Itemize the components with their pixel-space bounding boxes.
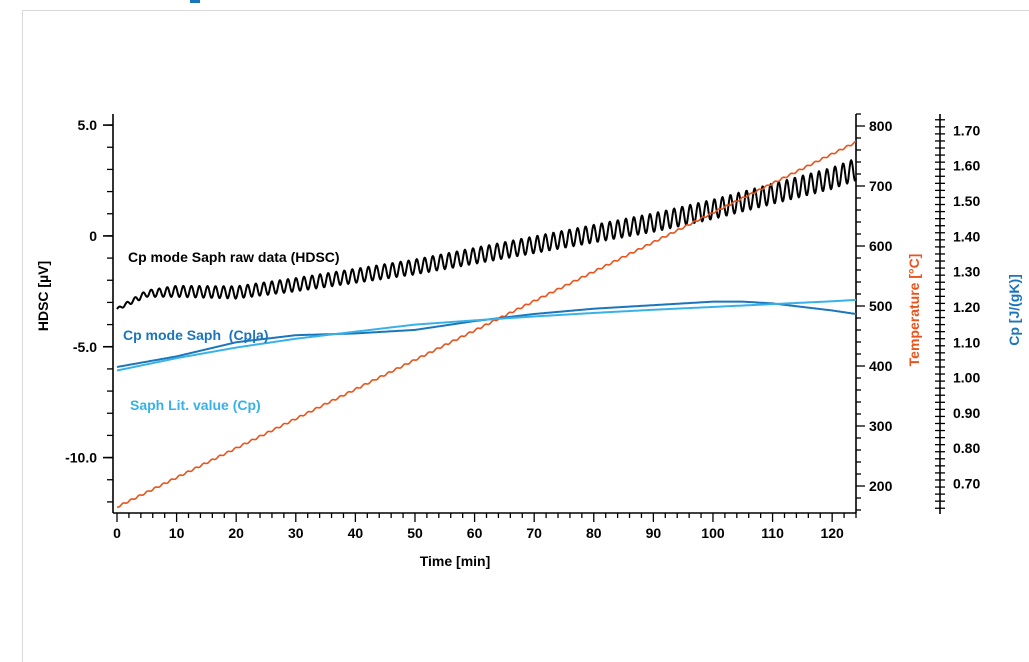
x-axis-tick-label: 10 <box>169 525 185 541</box>
temp-axis-tick-label: 700 <box>869 178 893 194</box>
series-line-1 <box>116 140 857 508</box>
cp-axis-tick-label: 0.90 <box>953 405 980 421</box>
temp-axis-tick-label: 400 <box>869 358 893 374</box>
x-axis-tick-label: 80 <box>586 525 602 541</box>
series-line-3 <box>116 298 857 372</box>
x-axis-title: Time [min] <box>420 553 491 569</box>
x-axis-tick-label: 70 <box>526 525 542 541</box>
left-axis-tick-label: 0 <box>89 228 97 244</box>
temp-axis-tick-label: 500 <box>869 298 893 314</box>
x-axis-tick-label: 110 <box>761 525 784 541</box>
x-axis-tick-label: 90 <box>646 525 662 541</box>
x-axis-tick-label: 60 <box>467 525 483 541</box>
cp-axis-tick-label: 1.10 <box>953 334 980 350</box>
temp-axis-title: Temperature [°C] <box>906 254 922 367</box>
cp-axis-tick-label: 1.50 <box>953 193 980 209</box>
cp-axis-tick-label: 1.20 <box>953 299 980 315</box>
temp-axis-tick-label: 800 <box>869 118 893 134</box>
x-axis-tick-label: 30 <box>288 525 304 541</box>
annotation-cp-mode: Cp mode Saph (Cp|a) <box>123 327 268 343</box>
left-axis-title: HDSC [µV] <box>35 261 51 331</box>
cp-axis-tick-label: 1.60 <box>953 158 980 174</box>
top-strip <box>0 0 1029 10</box>
x-axis-tick-label: 100 <box>701 525 725 541</box>
labels-group: Time [min] HDSC [µV] Temperature [°C] Cp… <box>35 249 1022 569</box>
cp-axis-title: Cp [J/(gK)] <box>1006 274 1022 346</box>
series-group <box>116 140 857 508</box>
cp-axis-tick-label: 0.70 <box>953 476 980 492</box>
cp-axis-tick-label: 0.80 <box>953 440 980 456</box>
left-axis-tick-label: -5.0 <box>73 339 97 355</box>
x-axis-tick-label: 120 <box>820 525 844 541</box>
x-axis-tick-label: 0 <box>113 525 121 541</box>
cp-axis-tick-label: 1.00 <box>953 370 980 386</box>
cp-axis-tick-label: 1.70 <box>953 122 980 138</box>
axes-group: 5.0 0 -5.0 -10.0 0 10 20 30 40 50 60 70 80 90 100 110 12… <box>65 113 980 541</box>
x-axis-tick-label: 20 <box>228 525 244 541</box>
cp-axis-tick-label: 1.40 <box>953 228 980 244</box>
temp-axis-tick-label: 300 <box>869 418 893 434</box>
temp-axis-tick-label: 600 <box>869 238 893 254</box>
title-fragment <box>190 0 200 3</box>
cp-axis-tick-label: 1.30 <box>953 264 980 280</box>
chart-panel <box>22 10 1029 662</box>
x-axis-tick-label: 40 <box>348 525 364 541</box>
x-axis-tick-label: 50 <box>407 525 423 541</box>
annotation-raw-data: Cp mode Saph raw data (HDSC) <box>128 249 340 265</box>
temp-axis-tick-label: 200 <box>869 478 893 494</box>
series-line-0 <box>116 159 857 310</box>
left-axis-tick-label: -10.0 <box>65 450 97 466</box>
annotation-lit-value: Saph Lit. value (Cp) <box>130 397 261 413</box>
left-axis-tick-label: 5.0 <box>78 117 98 133</box>
